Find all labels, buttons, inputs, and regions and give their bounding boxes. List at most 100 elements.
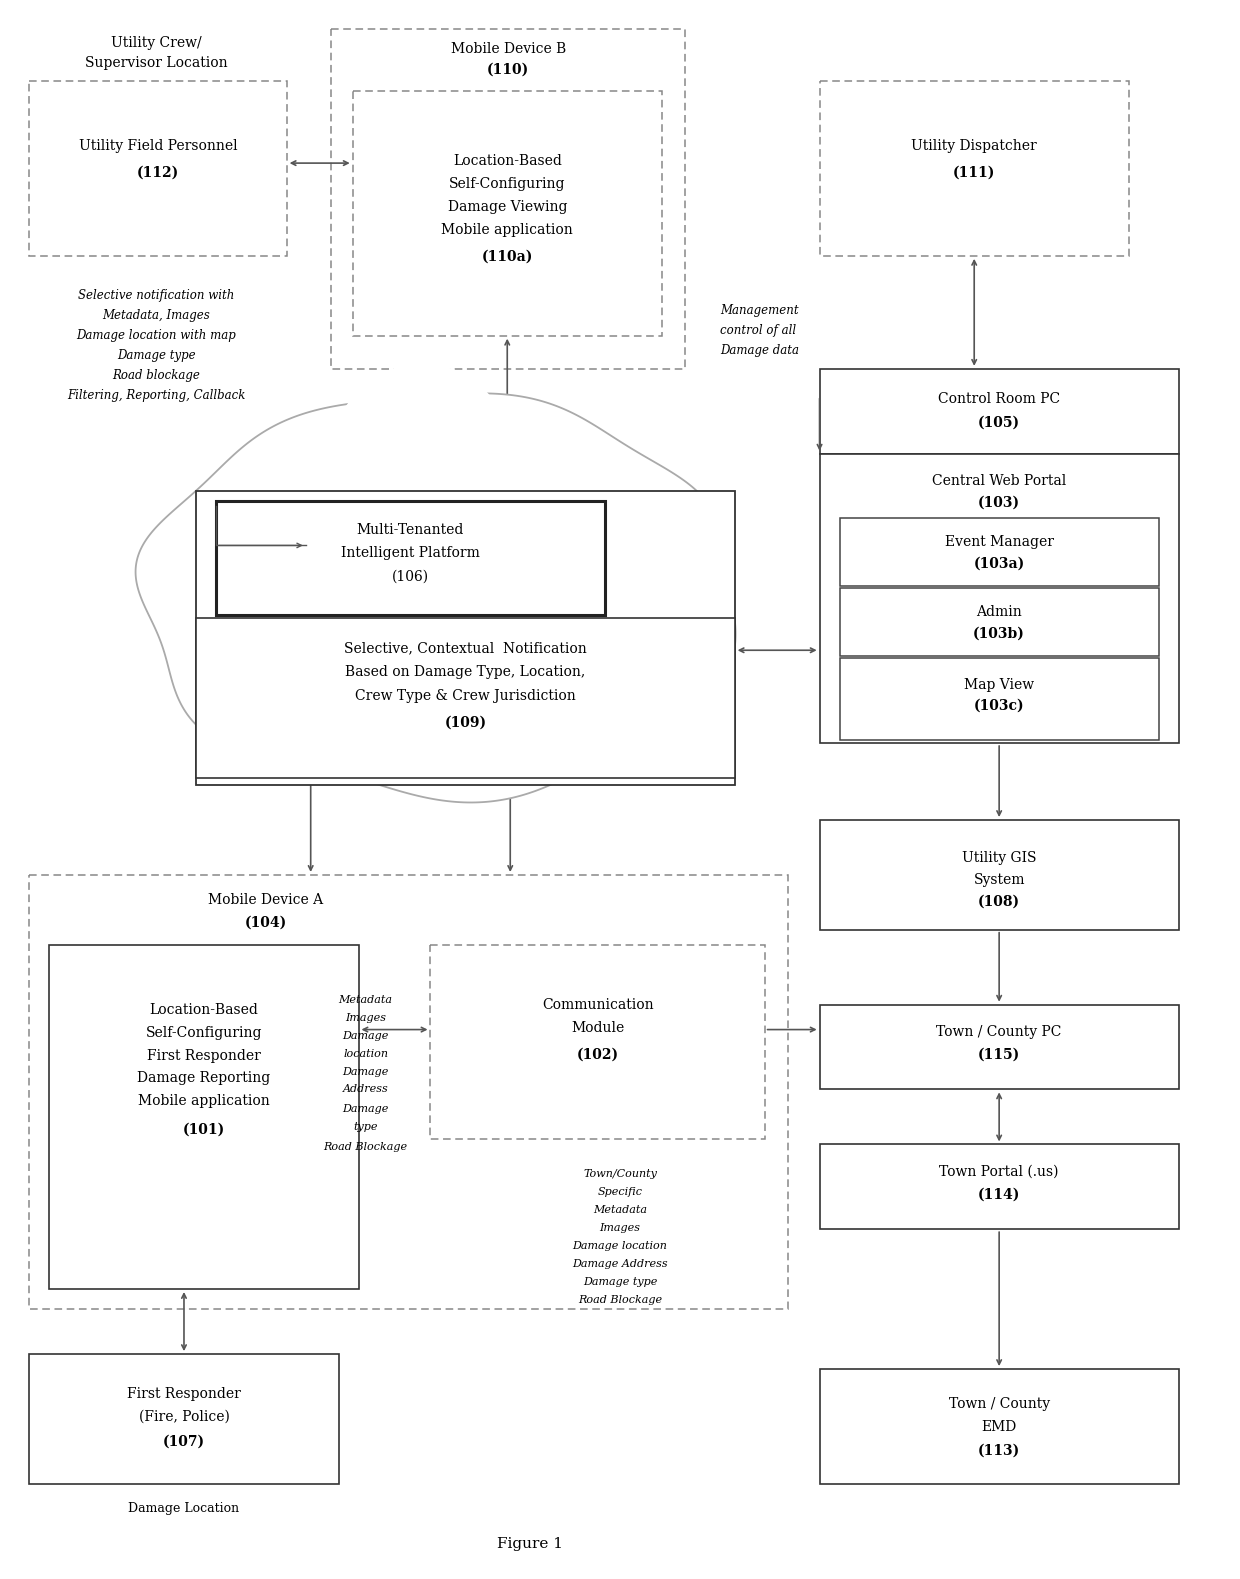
- Text: Crew Type & Crew Jurisdiction: Crew Type & Crew Jurisdiction: [355, 688, 575, 703]
- Text: (115): (115): [978, 1047, 1021, 1061]
- Text: (103b): (103b): [973, 627, 1025, 639]
- Text: Town / County PC: Town / County PC: [936, 1025, 1061, 1039]
- Bar: [331, 30, 684, 369]
- Text: cloud: cloud: [554, 458, 596, 472]
- Text: Utility Crew/: Utility Crew/: [110, 36, 201, 51]
- Text: Road Blockage: Road Blockage: [324, 1142, 408, 1153]
- Text: Location-Based: Location-Based: [150, 1003, 258, 1017]
- Text: (101): (101): [182, 1123, 224, 1137]
- Text: Metadata: Metadata: [339, 995, 393, 1004]
- Bar: [820, 1004, 1179, 1090]
- Ellipse shape: [463, 621, 596, 718]
- Text: Mobile application: Mobile application: [138, 1094, 270, 1108]
- Bar: [352, 92, 662, 336]
- Text: Module: Module: [572, 1020, 625, 1034]
- Text: Images: Images: [345, 1012, 386, 1023]
- Text: (102): (102): [577, 1047, 619, 1061]
- Text: Damage type: Damage type: [117, 349, 196, 362]
- Bar: [820, 1369, 1179, 1484]
- Text: Town/County: Town/County: [583, 1170, 657, 1180]
- Text: Road blockage: Road blockage: [112, 369, 200, 382]
- Text: type: type: [353, 1123, 378, 1132]
- Text: (106): (106): [392, 570, 429, 583]
- Text: Mobile Device B: Mobile Device B: [450, 43, 565, 57]
- Text: (110): (110): [487, 62, 529, 76]
- Text: Management: Management: [719, 305, 799, 317]
- Text: (107): (107): [162, 1435, 205, 1450]
- Bar: [216, 501, 605, 616]
- Text: Mobile application: Mobile application: [441, 223, 573, 237]
- Text: (103c): (103c): [973, 699, 1024, 714]
- Text: Damage Viewing: Damage Viewing: [448, 201, 567, 215]
- Text: Damage location with map: Damage location with map: [76, 330, 236, 343]
- Bar: [820, 453, 1179, 744]
- Text: Damage type: Damage type: [583, 1277, 657, 1287]
- Text: Damage Address: Damage Address: [572, 1258, 668, 1270]
- Text: Map View: Map View: [963, 679, 1034, 692]
- Text: Location-Based: Location-Based: [453, 155, 562, 167]
- Text: (113): (113): [978, 1443, 1021, 1457]
- Text: (105): (105): [978, 415, 1021, 429]
- Text: Central Web Portal: Central Web Portal: [932, 474, 1066, 488]
- Bar: [50, 944, 358, 1288]
- Text: Event Manager: Event Manager: [945, 535, 1054, 549]
- Bar: [839, 518, 1159, 586]
- Text: Utility Dispatcher: Utility Dispatcher: [911, 139, 1037, 153]
- Text: First Responder: First Responder: [126, 1386, 241, 1401]
- Text: Self-Configuring: Self-Configuring: [145, 1026, 262, 1039]
- Text: First Responder: First Responder: [148, 1048, 260, 1063]
- Text: Damage Reporting: Damage Reporting: [138, 1072, 270, 1085]
- Text: Selective notification with: Selective notification with: [78, 289, 234, 302]
- Text: Filtering, Reporting, Callback: Filtering, Reporting, Callback: [67, 388, 246, 403]
- Text: (104): (104): [244, 916, 286, 930]
- Bar: [196, 619, 735, 778]
- Text: EMD: EMD: [982, 1420, 1017, 1434]
- Text: (Fire, Police): (Fire, Police): [139, 1410, 229, 1424]
- Text: Control Room PC: Control Room PC: [939, 392, 1060, 406]
- Text: Selective, Contextual  Notification: Selective, Contextual Notification: [343, 641, 587, 655]
- Text: Damage: Damage: [342, 1031, 389, 1041]
- Bar: [30, 875, 787, 1309]
- Text: Road Blockage: Road Blockage: [578, 1295, 662, 1306]
- Text: Mobile Device A: Mobile Device A: [208, 892, 324, 906]
- Text: Damage: Damage: [342, 1066, 389, 1077]
- Text: Intelligent Platform: Intelligent Platform: [341, 546, 480, 561]
- Text: Specific: Specific: [598, 1187, 642, 1197]
- Polygon shape: [135, 393, 735, 802]
- Text: Figure 1: Figure 1: [497, 1536, 563, 1551]
- Text: (103): (103): [978, 496, 1021, 510]
- Text: Town Portal (.us): Town Portal (.us): [940, 1164, 1059, 1178]
- Bar: [30, 81, 286, 256]
- Text: Damage data: Damage data: [719, 344, 799, 357]
- Text: Damage: Damage: [342, 1104, 389, 1115]
- Ellipse shape: [435, 411, 587, 578]
- Bar: [839, 658, 1159, 741]
- Text: Damage location: Damage location: [573, 1241, 667, 1251]
- Text: control of all: control of all: [719, 324, 796, 338]
- Text: Address: Address: [342, 1085, 388, 1094]
- Text: Utility Field Personnel: Utility Field Personnel: [78, 139, 237, 153]
- Text: (110a): (110a): [481, 249, 533, 264]
- Text: (112): (112): [136, 166, 179, 180]
- Text: Metadata: Metadata: [593, 1205, 647, 1216]
- Bar: [820, 369, 1179, 453]
- Text: Damage Location: Damage Location: [129, 1502, 239, 1516]
- Text: Utility GIS: Utility GIS: [962, 851, 1037, 865]
- Bar: [839, 589, 1159, 657]
- Text: System: System: [973, 873, 1025, 887]
- Text: (108): (108): [978, 895, 1021, 910]
- Ellipse shape: [219, 512, 327, 635]
- Ellipse shape: [242, 621, 360, 718]
- Text: (103a): (103a): [973, 556, 1024, 570]
- Text: (109): (109): [444, 717, 486, 729]
- Ellipse shape: [279, 415, 430, 591]
- Bar: [820, 1145, 1179, 1228]
- Text: location: location: [343, 1048, 388, 1058]
- Text: Multi-Tenanted: Multi-Tenanted: [357, 524, 464, 537]
- Bar: [430, 944, 765, 1140]
- Text: Communication: Communication: [542, 998, 653, 1012]
- Ellipse shape: [327, 625, 490, 729]
- Bar: [196, 491, 735, 785]
- Text: Admin: Admin: [976, 605, 1022, 619]
- Text: Images: Images: [599, 1224, 641, 1233]
